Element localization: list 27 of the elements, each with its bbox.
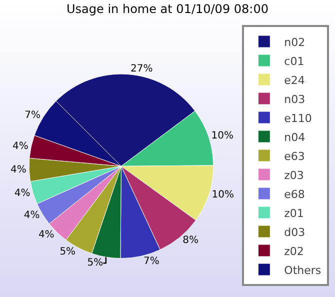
legend-label: e63 xyxy=(284,150,305,163)
data-label: 8% xyxy=(182,235,198,246)
data-label: 10% xyxy=(211,130,234,142)
data-label: 4% xyxy=(10,164,26,176)
data-label: 10% xyxy=(212,189,234,200)
legend-label: d03 xyxy=(284,226,306,239)
legend-label: z02 xyxy=(284,244,304,258)
legend-label: z01 xyxy=(284,206,304,220)
legend-label: z03 xyxy=(284,168,304,182)
data-label: 4% xyxy=(14,188,30,199)
data-label: 27% xyxy=(130,63,153,74)
data-label: 7% xyxy=(24,110,41,121)
legend-label: n03 xyxy=(284,92,306,106)
legend-label: c01 xyxy=(284,54,304,68)
legend-label: e110 xyxy=(284,112,312,125)
data-label: 7% xyxy=(144,256,160,267)
data-label: 5% xyxy=(87,258,104,269)
legend-label: n02 xyxy=(284,36,306,49)
data-label: 4% xyxy=(24,210,40,222)
data-label: 4% xyxy=(12,140,28,152)
data-label: 5% xyxy=(60,246,76,258)
legend-label: n04 xyxy=(284,130,306,144)
legend-label: e24 xyxy=(284,74,305,87)
legend-label: Others xyxy=(284,264,322,277)
legend-label: e68 xyxy=(284,188,305,201)
chart-title: Usage in home at 01/10/09 08:00 xyxy=(66,2,268,16)
data-label: 4% xyxy=(38,230,54,241)
